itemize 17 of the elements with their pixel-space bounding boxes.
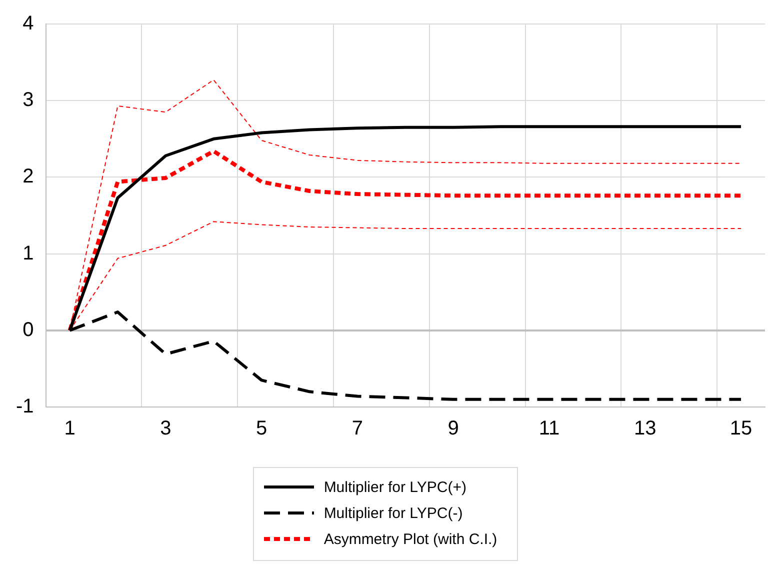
x-tick-label: 9: [448, 418, 459, 440]
y-tick-label: 4: [22, 12, 34, 35]
y-tick-label: -1: [16, 396, 34, 418]
legend-label: Multiplier for LYPC(-): [324, 504, 463, 522]
x-tick-label: 13: [634, 418, 656, 440]
y-tick-label: 1: [22, 242, 34, 264]
x-tick-label: 5: [256, 418, 268, 440]
x-tick-label: 15: [730, 418, 752, 440]
x-tick-label: 11: [538, 418, 560, 440]
legend-label: Asymmetry Plot (with C.I.): [324, 530, 498, 548]
y-tick-label: 0: [22, 318, 34, 341]
y-tick-label: 3: [22, 89, 34, 112]
legend-label: Multiplier for LYPC(+): [324, 478, 466, 496]
x-tick-label: 3: [160, 418, 172, 440]
y-tick-label: 2: [22, 166, 34, 188]
x-tick-label: 1: [64, 418, 76, 440]
x-tick-label: 7: [352, 418, 364, 440]
